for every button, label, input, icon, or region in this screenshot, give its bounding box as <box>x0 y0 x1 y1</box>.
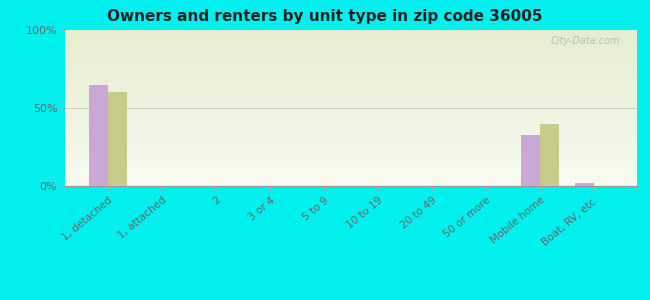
Bar <box>575 183 594 186</box>
Text: Owners and renters by unit type in zip code 36005: Owners and renters by unit type in zip c… <box>107 9 543 24</box>
Bar <box>89 85 108 186</box>
Bar <box>540 124 559 186</box>
Text: City-Data.com: City-Data.com <box>550 36 620 46</box>
Bar <box>108 92 127 186</box>
Bar <box>521 134 540 186</box>
